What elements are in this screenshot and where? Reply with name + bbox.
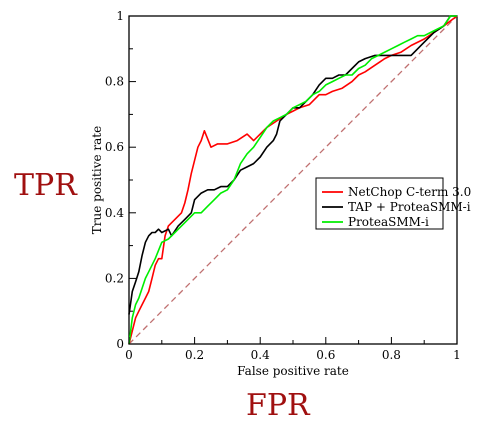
legend-box [315,177,444,230]
y-axis-ticks: 0 0.2 0.4 0.6 0.8 1 [105,9,136,351]
x-tick-label: 0.2 [185,348,204,362]
y-tick-label: 0.8 [105,75,124,89]
x-axis-ticks: 0 0.2 0.4 0.6 0.8 1 [125,337,461,362]
series-line-3 [128,15,457,345]
x-tick-label: 0 [125,348,133,362]
y-axis-title: True positive rate [90,126,104,234]
y-tick-label: 0.6 [105,140,124,154]
y-tick-label: 0.4 [105,206,124,220]
y-tick-label: 0 [116,337,124,351]
series-layer [128,15,458,345]
x-tick-label: 0.6 [316,348,335,362]
x-tick-label: 0.4 [251,348,270,362]
x-tick-label: 1 [453,348,461,362]
y-tick-label: 0.2 [105,271,124,285]
legend-label-1: NetChop C-term 3.0 [348,185,471,199]
tpr-overlay-label: TPR [14,168,78,203]
legend-label-2: TAP + ProteaSMM-i [348,200,471,214]
y-tick-label: 1 [116,9,124,23]
legend-label-3: ProteaSMM-i [348,215,429,229]
x-axis-title: False positive rate [237,364,349,378]
diagonal-reference-line [128,15,458,345]
series-line-2 [128,15,457,315]
fpr-overlay-label: FPR [246,388,311,423]
x-tick-label: 0.8 [382,348,401,362]
series-line-1 [128,15,458,345]
